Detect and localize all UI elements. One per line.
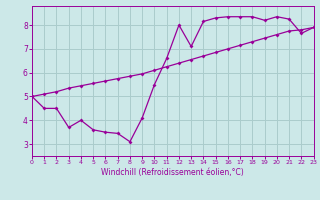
X-axis label: Windchill (Refroidissement éolien,°C): Windchill (Refroidissement éolien,°C)	[101, 168, 244, 177]
